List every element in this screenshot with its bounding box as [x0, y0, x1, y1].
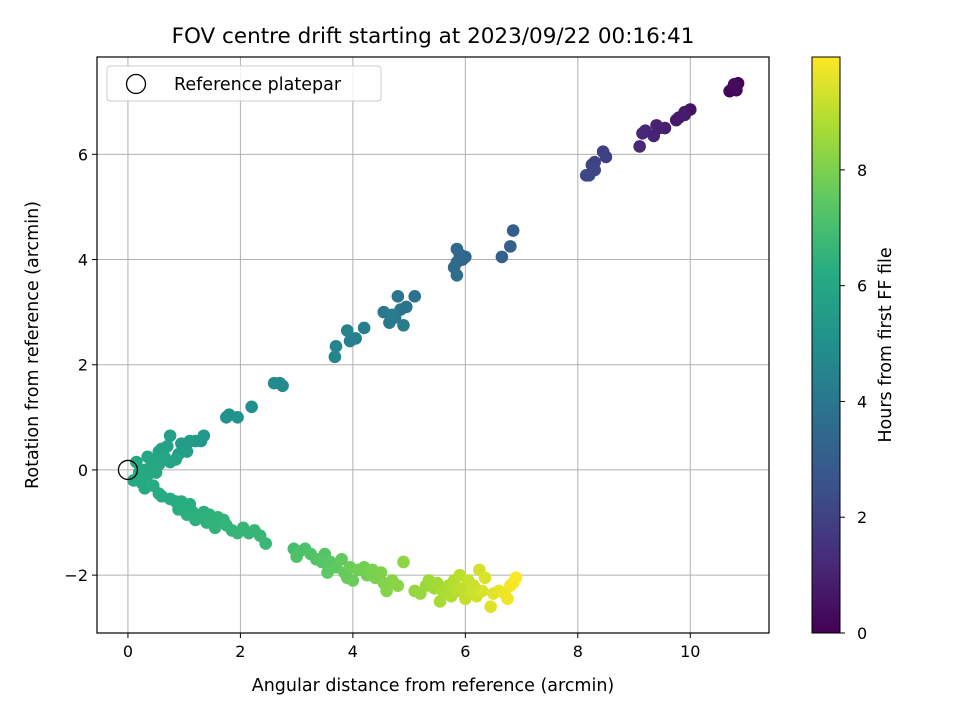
legend: Reference platepar — [106, 65, 382, 102]
colorbar-tick-label: 2 — [857, 508, 867, 527]
y-tick-label: 2 — [78, 356, 88, 375]
data-point — [495, 250, 509, 264]
data-point — [343, 334, 357, 348]
plot-frame — [96, 56, 770, 634]
data-point — [475, 584, 489, 598]
data-point — [678, 108, 691, 122]
data-point — [141, 450, 154, 464]
data-point — [727, 78, 741, 91]
data-point — [509, 571, 523, 585]
x-tick-label: 0 — [123, 642, 133, 661]
chart-title: FOV centre drift starting at 2023/09/22 … — [172, 24, 695, 49]
data-point — [374, 566, 388, 579]
data-point — [633, 140, 646, 153]
data-point — [385, 308, 399, 322]
data-point — [596, 145, 610, 158]
data-point — [328, 350, 342, 364]
data-point — [408, 290, 422, 303]
data-point — [208, 521, 222, 535]
data-point — [340, 324, 354, 337]
y-axis-ticks: −2 0 2 4 6 — [64, 145, 97, 585]
data-point — [484, 600, 497, 613]
data-point — [245, 400, 258, 414]
data-point — [478, 571, 492, 585]
data-point — [391, 579, 405, 592]
colorbar-ticks: 0 2 4 6 8 — [840, 161, 867, 643]
data-point — [397, 318, 410, 332]
data-point — [450, 269, 464, 282]
y-tick-label: −2 — [64, 566, 88, 585]
x-tick-label: 4 — [348, 642, 358, 661]
colorbar-tick-label: 4 — [857, 392, 867, 411]
legend-entry-label: Reference platepar — [174, 75, 342, 95]
legend-box — [106, 65, 382, 102]
colorbar — [811, 56, 841, 634]
data-point — [650, 119, 663, 132]
data-point — [504, 240, 517, 253]
data-point — [259, 537, 273, 550]
data-point — [636, 126, 649, 140]
data-point — [579, 169, 593, 182]
data-point — [220, 411, 233, 424]
data-point — [391, 290, 405, 303]
data-point — [506, 224, 520, 237]
reference-platepar-marker — [117, 459, 139, 481]
colorbar-tick-label: 6 — [857, 277, 867, 296]
data-point — [380, 584, 393, 598]
x-tick-label: 6 — [460, 642, 470, 661]
data-point — [501, 592, 514, 606]
data-point — [267, 376, 281, 390]
y-tick-label: 6 — [78, 145, 88, 164]
x-axis-ticks: 0 2 4 6 8 10 — [123, 633, 700, 661]
data-point — [130, 455, 143, 469]
data-point — [163, 429, 177, 443]
legend-marker-open-circle — [125, 73, 147, 95]
data-point — [290, 550, 303, 564]
x-tick-label: 8 — [573, 642, 583, 661]
colorbar-tick-label: 8 — [857, 161, 867, 180]
data-point — [357, 321, 371, 335]
data-point — [335, 553, 348, 566]
y-tick-label: 0 — [78, 461, 88, 480]
x-axis-label: Angular distance from reference (arcmin) — [252, 676, 615, 696]
y-axis-label: Rotation from reference (arcmin) — [23, 201, 43, 489]
data-point — [346, 574, 360, 587]
x-tick-label: 10 — [680, 642, 700, 661]
y-tick-label: 4 — [78, 251, 88, 270]
x-tick-label: 2 — [235, 642, 245, 661]
data-point — [231, 411, 244, 424]
data-point — [433, 595, 447, 608]
data-point — [397, 555, 410, 569]
colorbar-label: Hours from first FF file — [876, 247, 896, 442]
data-points — [117, 77, 745, 613]
colorbar-tick-label: 0 — [857, 624, 867, 643]
data-point — [329, 340, 343, 353]
